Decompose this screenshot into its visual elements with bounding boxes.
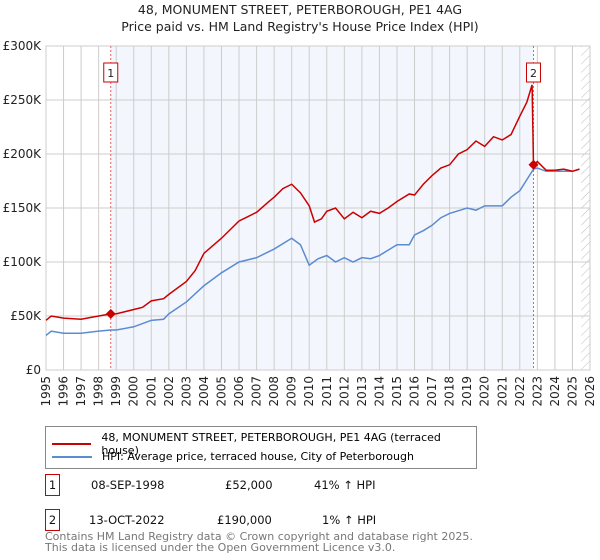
x-tick-label: 2018: [443, 376, 457, 407]
x-tick-label: 2012: [337, 376, 351, 407]
sale-row-2: 2 13-OCT-2022 £190,000 1% ↑ HPI: [45, 509, 445, 531]
chart-subtitle: Price paid vs. HM Land Registry's House …: [121, 19, 479, 34]
y-tick-label: £200K: [3, 147, 43, 161]
sale-hpi-diff: 1% ↑ HPI: [322, 513, 377, 527]
legend: 48, MONUMENT STREET, PETERBOROUGH, PE1 4…: [45, 426, 477, 469]
y-tick-label: £150K: [3, 201, 43, 215]
sale-point: [105, 308, 116, 319]
plot-border: [45, 45, 591, 371]
x-tick-label: 2022: [513, 376, 527, 407]
y-tick-label: £0: [26, 363, 41, 377]
footer-line-1: Contains HM Land Registry data © Crown c…: [45, 530, 473, 543]
sale-label: 1: [107, 67, 114, 80]
legend-swatch-hpi: [52, 455, 92, 458]
legend-label-property: 48, MONUMENT STREET, PETERBOROUGH, PE1 4…: [101, 431, 441, 457]
x-tick-label: 2010: [302, 376, 316, 407]
x-tick-label: 2020: [478, 376, 492, 407]
x-tick-label: 1999: [109, 376, 123, 407]
sale-price: £52,000: [225, 478, 273, 492]
x-tick-label: 2008: [267, 376, 281, 407]
chart-title: 48, MONUMENT STREET, PETERBOROUGH, PE1 4…: [137, 2, 463, 17]
sale-hpi-diff: 41% ↑ HPI: [314, 478, 376, 492]
property-price-line: [45, 84, 580, 321]
x-tick-label: 2007: [250, 376, 264, 407]
sale-price: £190,000: [217, 513, 272, 527]
x-tick-label: 1998: [92, 376, 106, 407]
x-tick-label: 2009: [285, 376, 299, 407]
x-tick-label: 2013: [355, 376, 369, 407]
sale-date: 08-SEP-1998: [91, 478, 165, 492]
y-tick-label: £50K: [10, 309, 42, 323]
footer-line-2: This data is licensed under the Open Gov…: [45, 541, 396, 554]
x-tick-label: 2026: [583, 376, 597, 407]
legend-swatch-property: [52, 443, 92, 445]
x-tick-label: 2002: [162, 376, 176, 407]
footer: Contains HM Land Registry data © Crown c…: [45, 531, 473, 553]
x-tick-label: 2016: [408, 376, 422, 407]
plot-area: 1995 1996 1997 1998 1999 2000 2001 2002 2003 2004…: [3, 39, 597, 407]
sale-date: 13-OCT-2022: [89, 513, 165, 527]
sale-marker-badge: 1: [45, 474, 60, 496]
sale-label-box: [525, 62, 541, 83]
hpi-line: [45, 167, 580, 337]
x-tick-label: 1995: [39, 376, 53, 407]
y-tick-label: £100K: [3, 255, 43, 269]
x-tick-label: 2005: [214, 376, 228, 407]
x-tick-label: 2003: [179, 376, 193, 407]
sale-label: 2: [530, 67, 537, 80]
x-tick-label: 2023: [530, 376, 544, 407]
y-tick-label: £300K: [3, 39, 43, 53]
x-tick-label: 2017: [425, 376, 439, 407]
x-tick-label: 2004: [197, 376, 211, 407]
x-tick-label: 2000: [127, 376, 141, 407]
x-tick-label: 2021: [495, 376, 509, 407]
sale-point: [528, 159, 539, 170]
sale-label-box: [103, 62, 119, 83]
x-tick-label: 2025: [565, 376, 579, 407]
sale-row-1: 1 08-SEP-1998 £52,000 41% ↑ HPI: [45, 474, 445, 496]
x-tick-label: 2015: [390, 376, 404, 407]
sale-marker-badge: 2: [45, 509, 60, 531]
x-tick-label: 2006: [232, 376, 246, 407]
x-tick-label: 2001: [144, 376, 158, 407]
y-tick-label: £250K: [3, 93, 43, 107]
x-tick-label: 1996: [57, 376, 71, 407]
x-tick-label: 2011: [320, 376, 334, 407]
legend-label-hpi: HPI: Average price, terraced house, City…: [102, 450, 414, 463]
x-tick-label: 2019: [460, 376, 474, 407]
x-tick-label: 2014: [372, 376, 386, 407]
x-tick-label: 1997: [74, 376, 88, 407]
x-tick-label: 2024: [548, 376, 562, 407]
